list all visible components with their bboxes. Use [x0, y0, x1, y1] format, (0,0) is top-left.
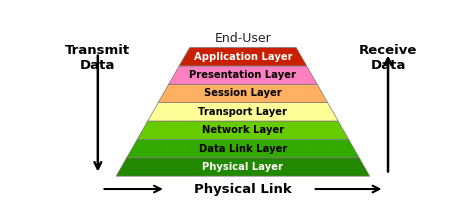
- Polygon shape: [169, 66, 317, 84]
- Text: Session Layer: Session Layer: [204, 89, 282, 99]
- Polygon shape: [158, 84, 328, 103]
- Text: Application Layer: Application Layer: [193, 52, 292, 62]
- Text: Transmit
Data: Transmit Data: [65, 44, 130, 72]
- Text: End-User: End-User: [215, 33, 271, 45]
- Text: Network Layer: Network Layer: [202, 125, 284, 135]
- Text: Physical Layer: Physical Layer: [202, 162, 283, 172]
- Text: Presentation Layer: Presentation Layer: [190, 70, 296, 80]
- Text: Physical Link: Physical Link: [194, 183, 292, 196]
- Polygon shape: [148, 103, 338, 121]
- Text: Receive
Data: Receive Data: [359, 44, 417, 72]
- Text: Data Link Layer: Data Link Layer: [199, 144, 287, 154]
- Polygon shape: [179, 47, 307, 66]
- Polygon shape: [116, 158, 370, 176]
- Polygon shape: [137, 121, 349, 139]
- Polygon shape: [127, 139, 359, 158]
- Text: Transport Layer: Transport Layer: [199, 107, 287, 117]
